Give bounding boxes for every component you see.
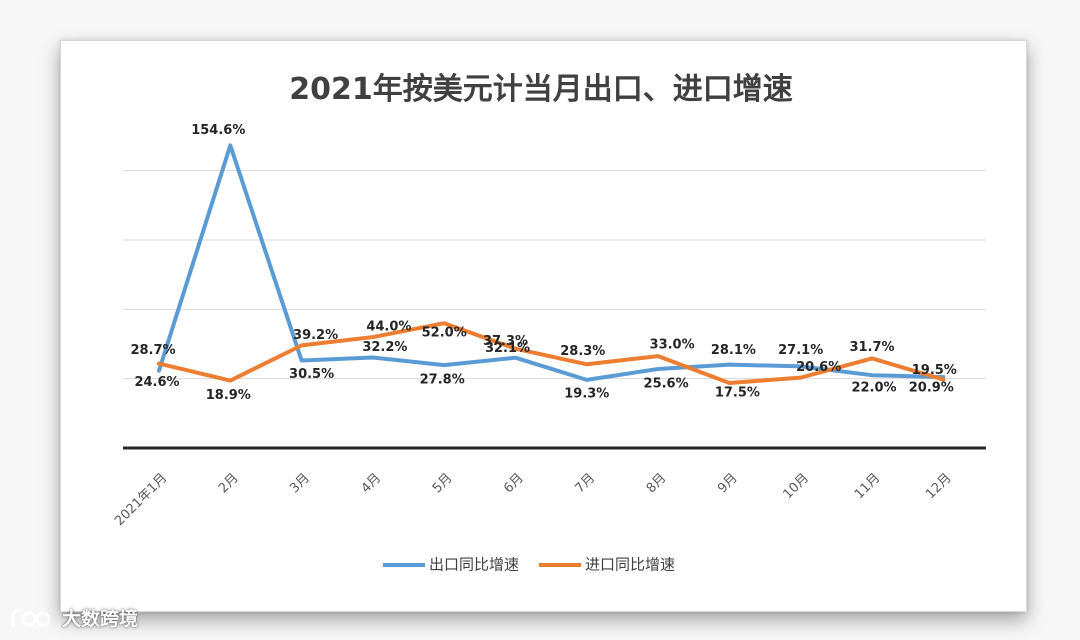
series-line-import	[157, 321, 946, 385]
data-label: 44.0%	[366, 320, 411, 335]
data-label: 32.2%	[362, 340, 407, 355]
x-tick-label: 3月	[287, 471, 313, 497]
x-tick-label: 2月	[216, 471, 242, 497]
data-label: 31.7%	[849, 340, 894, 355]
x-tick-label: 6月	[501, 471, 527, 497]
legend: 出口同比增速 进口同比增速	[383, 556, 675, 574]
x-tick-label: 5月	[430, 471, 456, 497]
logo-icon	[11, 609, 51, 627]
data-label: 32.1%	[485, 341, 530, 356]
x-tick-label: 10月	[781, 471, 812, 502]
line-chart: 2021年按美元计当月出口、进口增速 24.6% 154.6% 30.5% 32.2%…	[112, 72, 986, 574]
x-tick-label: 2021年1月	[112, 471, 170, 529]
series-line-export	[157, 143, 946, 382]
data-label: 27.8%	[420, 373, 465, 388]
data-label: 28.1%	[711, 343, 756, 358]
watermark: 大数跨境	[10, 604, 138, 631]
x-tick-label: 12月	[923, 471, 954, 502]
data-label: 24.6%	[134, 375, 179, 390]
data-label: 33.0%	[650, 338, 695, 353]
legend-label: 出口同比增速	[429, 556, 519, 574]
data-label: 19.5%	[912, 363, 957, 378]
x-tick-label: 9月	[715, 471, 741, 497]
data-label: 39.2%	[293, 328, 338, 343]
data-label: 17.5%	[715, 386, 760, 401]
x-tick-label: 11月	[852, 471, 883, 502]
data-label: 22.0%	[851, 381, 896, 396]
data-label: 20.6%	[796, 360, 841, 375]
chart-frame: 2021年按美元计当月出口、进口增速 24.6% 154.6% 30.5% 32.2%…	[60, 40, 1027, 612]
data-label: 37.3%	[483, 334, 528, 349]
legend-label: 进口同比增速	[585, 556, 675, 574]
data-label: 28.3%	[560, 344, 605, 359]
x-tick-label: 7月	[572, 471, 598, 497]
data-label: 25.6%	[644, 376, 689, 391]
data-label: 28.7%	[130, 343, 175, 358]
x-tick-labels: 2021年1月 2月 3月 4月 5月 6月 7月 8月 9月 10月 11月 12月	[112, 471, 955, 529]
data-label: 52.0%	[422, 326, 467, 341]
x-tick-label: 8月	[644, 471, 670, 497]
data-label: 18.9%	[206, 388, 251, 403]
data-label: 154.6%	[191, 123, 245, 138]
x-tick-label: 4月	[359, 471, 385, 497]
data-label: 30.5%	[289, 367, 334, 382]
series-lines	[157, 143, 946, 385]
data-label: 20.9%	[909, 381, 954, 396]
watermark-text: 大数跨境	[62, 608, 139, 630]
data-label: 19.3%	[564, 386, 609, 401]
chart-title: 2021年按美元计当月出口、进口增速	[289, 72, 793, 107]
data-labels: 24.6% 154.6% 30.5% 32.2% 27.8% 32.1% 19.3% 25.6…	[130, 123, 956, 403]
data-label: 27.1%	[778, 343, 823, 358]
